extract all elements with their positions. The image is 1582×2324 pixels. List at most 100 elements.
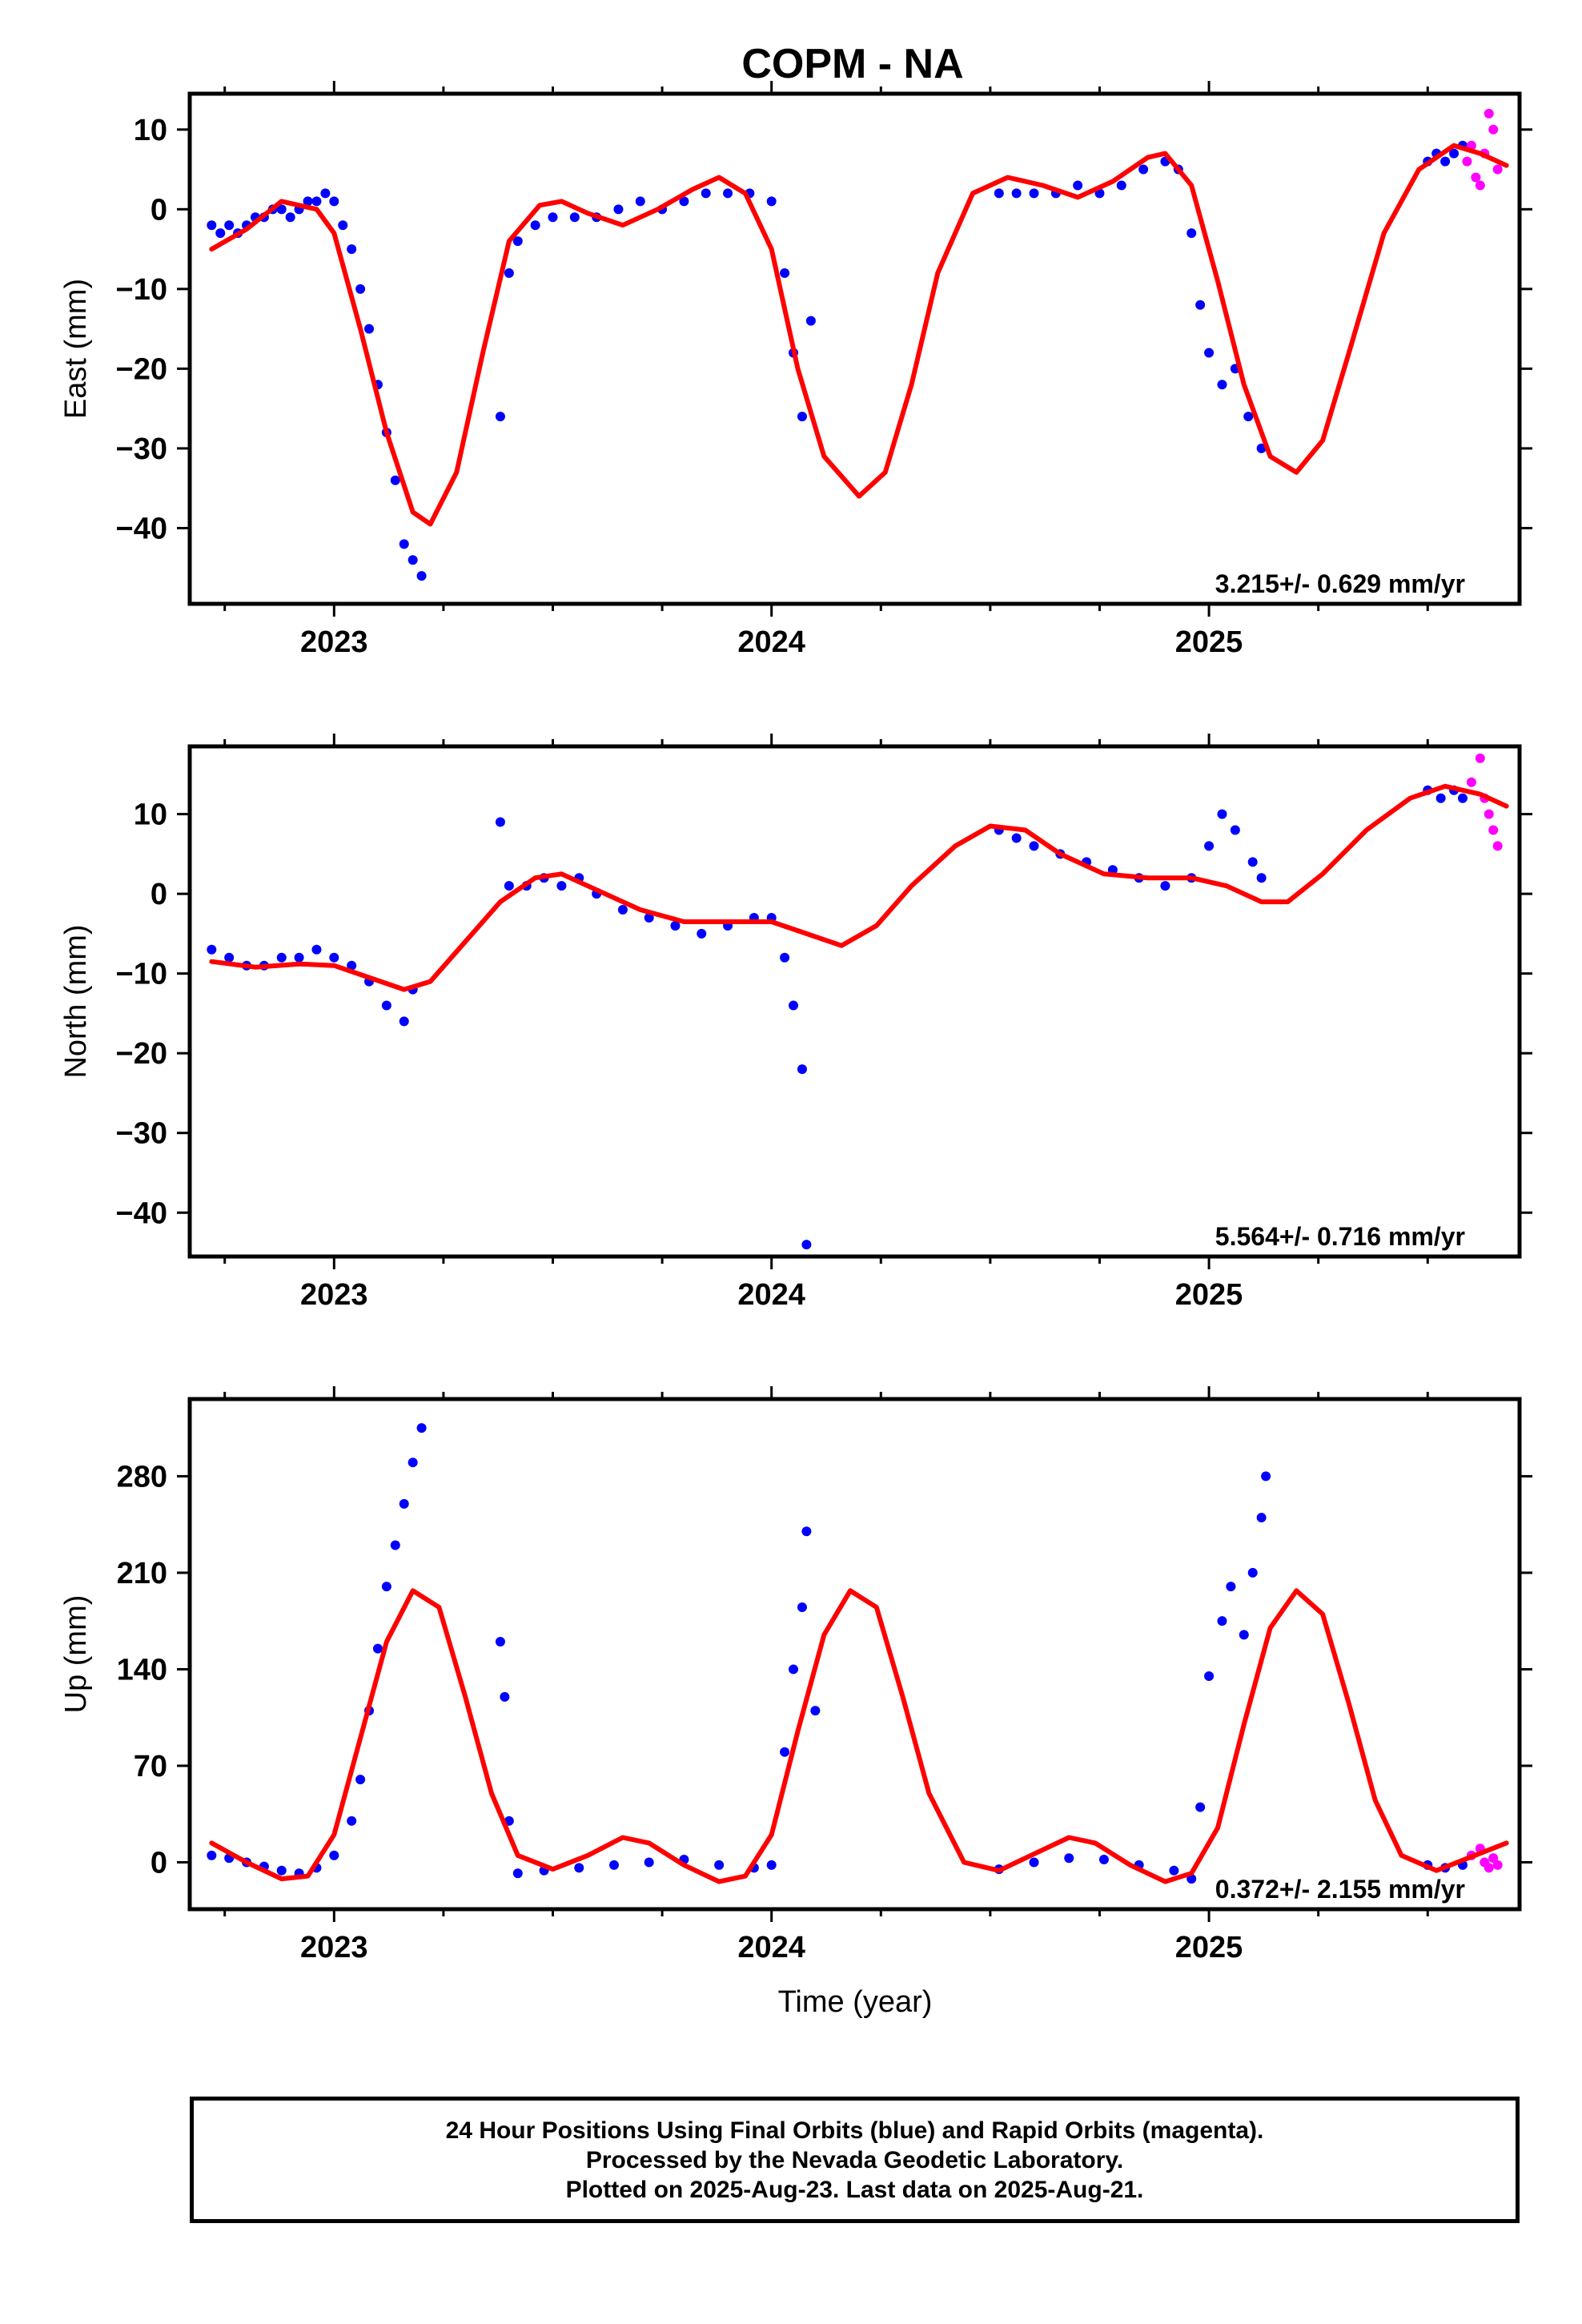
north-final-point: [780, 952, 790, 963]
footer-line-1: 24 Hour Positions Using Final Orbits (bl…: [445, 2117, 1264, 2144]
east-x-tick-label: 2024: [737, 625, 805, 659]
east-final-point: [1138, 164, 1149, 175]
north-final-point: [504, 881, 514, 891]
north-final-point: [617, 905, 628, 915]
north-final-point: [1435, 793, 1446, 803]
up-y-tick-label: 70: [134, 1750, 167, 1783]
up-final-point: [1064, 1853, 1074, 1864]
east-final-point: [1204, 348, 1215, 358]
north-final-point: [556, 881, 567, 891]
north-final-point: [797, 1064, 807, 1075]
x-axis-label: Time (year): [778, 1985, 933, 2019]
footer-line-3: Plotted on 2025-Aug-23. Last data on 202…: [565, 2176, 1144, 2203]
east-final-point: [399, 539, 409, 549]
north-final-point: [381, 1000, 391, 1011]
east-final-point: [355, 283, 366, 294]
east-x-tick-label: 2023: [300, 625, 368, 659]
east-final-point: [504, 267, 514, 278]
east-final-point: [635, 196, 645, 207]
east-final-point: [416, 571, 427, 581]
east-rapid-point: [1488, 124, 1499, 135]
chart-title: COPM - NA: [741, 41, 963, 87]
up-final-point: [766, 1860, 777, 1870]
up-y-tick-label: 0: [151, 1846, 167, 1880]
east-final-point: [224, 220, 235, 231]
north-final-point: [347, 960, 357, 971]
up-plot-frame: [187, 1397, 1522, 1912]
east-rapid-point: [1462, 156, 1472, 167]
up-final-point: [347, 1815, 357, 1826]
east-final-point: [1243, 412, 1254, 422]
up-rapid-point: [1484, 1863, 1494, 1873]
up-final-point: [390, 1540, 400, 1550]
north-final-point: [276, 952, 287, 963]
north-x-tick-label: 2023: [300, 1278, 368, 1312]
north-y-axis-label: North (mm): [59, 924, 93, 1078]
north-final-point: [644, 912, 654, 923]
east-final-point: [613, 204, 624, 215]
up-final-point: [801, 1526, 812, 1537]
east-final-point: [797, 412, 807, 422]
up-final-point: [408, 1458, 418, 1468]
up-final-point: [500, 1691, 510, 1702]
up-y-tick-label: 280: [117, 1460, 167, 1494]
up-x-tick-label: 2025: [1175, 1931, 1243, 1964]
panel-up: 2023 2024 2025 280 210 140 70 0 Up (mm) 0.372+/- …: [59, 1386, 1532, 1964]
north-final-point: [207, 944, 217, 955]
north-final-point: [801, 1240, 812, 1250]
up-y-tick-label: 210: [117, 1557, 167, 1590]
north-x-tick-label: 2024: [737, 1278, 805, 1312]
up-plot-area: [207, 1423, 1509, 1884]
east-y-tick-label: −40: [116, 512, 167, 545]
up-x-tick-label: 2024: [737, 1931, 805, 1964]
east-final-point: [1186, 228, 1197, 239]
north-y-tick-label: −20: [116, 1037, 167, 1071]
up-final-point: [797, 1602, 807, 1612]
up-final-orbit-series: [207, 1423, 1468, 1884]
north-final-point: [1256, 873, 1267, 883]
up-final-point: [381, 1582, 391, 1592]
up-y-tick-label: 140: [117, 1653, 167, 1687]
east-final-point: [1073, 180, 1083, 191]
east-final-point: [766, 196, 777, 207]
up-final-point: [574, 1863, 584, 1873]
east-final-point: [364, 324, 375, 334]
east-final-point: [1440, 156, 1451, 167]
east-y-tick-label: −30: [116, 432, 167, 466]
east-final-point: [679, 196, 689, 207]
up-final-point: [1261, 1471, 1271, 1482]
up-final-point: [1256, 1513, 1267, 1523]
up-final-point: [1098, 1855, 1109, 1865]
north-y-tick-label: −30: [116, 1117, 167, 1151]
up-final-point: [399, 1498, 409, 1509]
up-y-axis-label: Up (mm): [59, 1595, 93, 1714]
east-rapid-point: [1471, 172, 1481, 183]
north-y-tick-label: 0: [151, 878, 167, 911]
up-final-point: [789, 1664, 799, 1675]
east-final-point: [207, 220, 217, 231]
north-model-curve: [209, 783, 1509, 992]
east-rapid-point: [1475, 180, 1485, 191]
east-final-point: [276, 204, 287, 215]
footer-line-2: Processed by the Nevada Geodetic Laborat…: [585, 2146, 1124, 2173]
east-final-point: [569, 212, 580, 223]
up-final-point: [1204, 1671, 1215, 1682]
east-final-point: [723, 188, 733, 199]
east-final-point: [1195, 300, 1206, 310]
east-final-point: [1029, 188, 1039, 199]
up-final-point: [608, 1860, 619, 1870]
east-y-axis-label: East (mm): [59, 279, 93, 419]
up-final-point: [1029, 1857, 1039, 1868]
north-rate-label: 5.564+/- 0.716 mm/yr: [1215, 1222, 1465, 1251]
east-final-point: [303, 196, 313, 207]
east-final-point: [215, 228, 226, 239]
east-final-point: [320, 188, 331, 199]
east-plot-frame: [187, 91, 1522, 606]
north-final-point: [670, 920, 681, 931]
east-final-point: [311, 196, 322, 207]
north-x-tick-label: 2025: [1175, 1278, 1243, 1312]
east-final-orbit-series: [207, 140, 1468, 581]
east-y-tick-label: −20: [116, 352, 167, 386]
north-final-orbit-series: [207, 785, 1468, 1250]
east-final-point: [408, 555, 418, 565]
